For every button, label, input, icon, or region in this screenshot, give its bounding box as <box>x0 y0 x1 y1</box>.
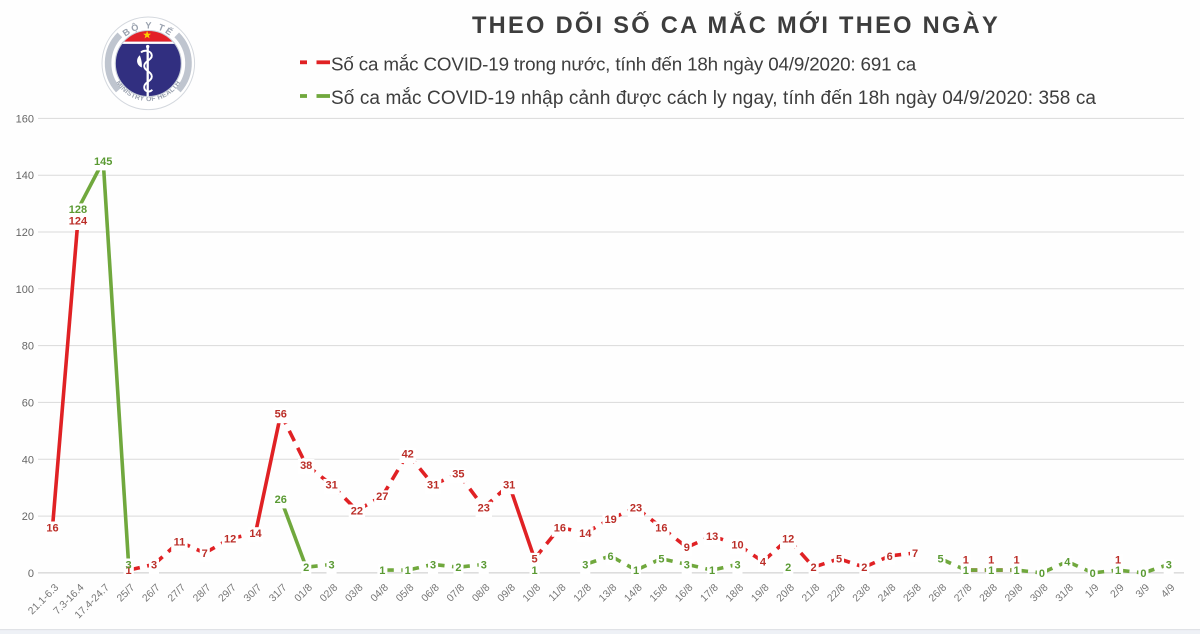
svg-text:26: 26 <box>275 494 287 506</box>
svg-text:0: 0 <box>1140 568 1146 580</box>
svg-text:5: 5 <box>658 554 664 566</box>
svg-text:124: 124 <box>69 216 88 228</box>
svg-text:1: 1 <box>988 555 994 567</box>
svg-text:3: 3 <box>151 559 157 571</box>
svg-text:1: 1 <box>531 565 537 577</box>
svg-text:2: 2 <box>455 562 461 574</box>
svg-text:42: 42 <box>402 449 414 461</box>
svg-text:31: 31 <box>325 480 337 492</box>
svg-text:2: 2 <box>811 562 817 574</box>
svg-text:1: 1 <box>963 565 969 577</box>
svg-text:3: 3 <box>582 559 588 571</box>
svg-text:38: 38 <box>300 460 312 472</box>
svg-text:128: 128 <box>69 204 87 216</box>
svg-text:1: 1 <box>709 565 715 577</box>
svg-text:3: 3 <box>481 559 487 571</box>
svg-text:12: 12 <box>224 534 236 546</box>
svg-text:2: 2 <box>303 562 309 574</box>
svg-text:Số ca mắc COVID-19 trong nước,: Số ca mắc COVID-19 trong nước, tính đến … <box>331 53 917 74</box>
svg-text:23: 23 <box>630 503 642 515</box>
svg-text:80: 80 <box>22 341 34 353</box>
svg-text:2: 2 <box>861 562 867 574</box>
svg-text:140: 140 <box>16 170 34 182</box>
svg-text:4: 4 <box>1064 556 1071 568</box>
svg-text:20: 20 <box>22 511 34 523</box>
svg-text:1: 1 <box>633 565 639 577</box>
svg-text:1: 1 <box>963 555 969 567</box>
svg-text:3: 3 <box>329 559 335 571</box>
svg-text:6: 6 <box>608 551 614 563</box>
svg-text:9: 9 <box>684 542 690 554</box>
svg-text:16: 16 <box>554 522 566 534</box>
svg-text:22: 22 <box>351 505 363 517</box>
svg-text:60: 60 <box>22 397 34 409</box>
svg-text:19: 19 <box>604 514 616 526</box>
svg-text:31: 31 <box>503 480 515 492</box>
svg-text:10: 10 <box>731 539 743 551</box>
svg-text:31: 31 <box>427 480 439 492</box>
svg-text:7: 7 <box>912 548 918 560</box>
svg-text:12: 12 <box>782 534 794 546</box>
svg-text:16: 16 <box>655 522 667 534</box>
svg-text:40: 40 <box>22 454 34 466</box>
svg-text:3: 3 <box>684 559 690 571</box>
svg-text:3: 3 <box>734 559 740 571</box>
svg-text:1: 1 <box>1115 555 1121 567</box>
svg-text:Số ca mắc COVID-19 nhập cảnh đ: Số ca mắc COVID-19 nhập cảnh được cách l… <box>331 87 1096 109</box>
svg-text:3: 3 <box>1166 559 1172 571</box>
svg-text:160: 160 <box>16 113 34 125</box>
svg-text:1: 1 <box>405 565 411 577</box>
svg-text:THEO DÕI SỐ CA MẮC MỚI THEO NG: THEO DÕI SỐ CA MẮC MỚI THEO NGÀY <box>472 11 1000 39</box>
svg-text:6: 6 <box>887 551 893 563</box>
svg-text:4: 4 <box>760 556 767 568</box>
svg-text:1: 1 <box>1115 565 1121 577</box>
svg-text:35: 35 <box>452 468 464 480</box>
svg-text:100: 100 <box>16 284 34 296</box>
svg-text:1: 1 <box>126 565 132 577</box>
svg-text:2: 2 <box>785 562 791 574</box>
svg-text:120: 120 <box>16 227 34 239</box>
svg-text:1: 1 <box>988 565 994 577</box>
svg-text:1: 1 <box>379 565 385 577</box>
svg-text:1: 1 <box>1014 555 1020 567</box>
svg-text:0: 0 <box>1090 568 1096 580</box>
svg-text:0: 0 <box>1039 568 1045 580</box>
svg-text:56: 56 <box>275 409 287 421</box>
svg-text:7: 7 <box>202 548 208 560</box>
svg-text:13: 13 <box>706 531 718 543</box>
svg-text:5: 5 <box>836 554 842 566</box>
svg-text:16: 16 <box>46 522 58 534</box>
svg-text:3: 3 <box>126 559 132 571</box>
svg-text:5: 5 <box>937 554 943 566</box>
svg-text:11: 11 <box>174 537 186 549</box>
svg-text:23: 23 <box>478 503 490 515</box>
svg-text:14: 14 <box>249 528 262 540</box>
svg-text:5: 5 <box>531 554 537 566</box>
svg-text:145: 145 <box>94 156 112 168</box>
svg-text:14: 14 <box>579 528 592 540</box>
svg-text:0: 0 <box>28 568 34 580</box>
svg-text:1: 1 <box>1014 565 1020 577</box>
svg-text:27: 27 <box>376 491 388 503</box>
svg-text:3: 3 <box>430 559 436 571</box>
